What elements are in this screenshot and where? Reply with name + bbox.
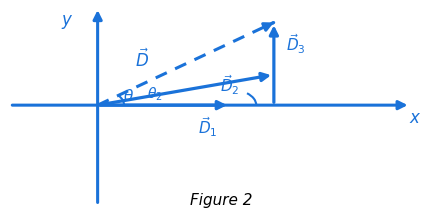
Text: $\theta_2$: $\theta_2$: [147, 86, 163, 103]
Text: $\vec{D}_3$: $\vec{D}_3$: [286, 32, 306, 56]
Text: y: y: [62, 11, 72, 29]
Text: $\vec{D}_2$: $\vec{D}_2$: [220, 74, 240, 97]
Text: Figure 2: Figure 2: [190, 193, 252, 208]
Text: $\theta$: $\theta$: [123, 88, 134, 104]
Text: x: x: [410, 109, 420, 127]
Text: $\vec{D}$: $\vec{D}$: [135, 48, 149, 71]
Text: $\vec{D}_1$: $\vec{D}_1$: [198, 115, 217, 139]
